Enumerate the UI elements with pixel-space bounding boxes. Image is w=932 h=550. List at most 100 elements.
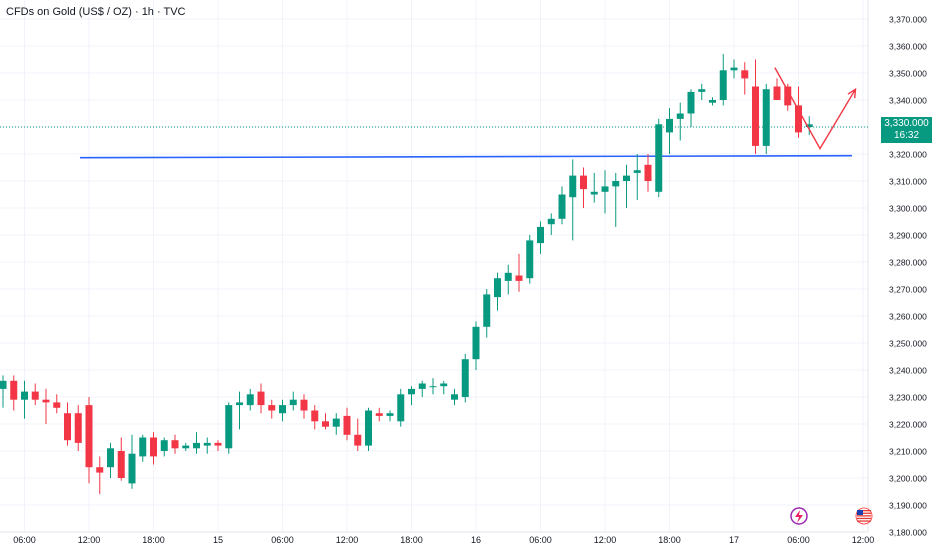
x-tick-label: 06:00 [529,535,552,545]
candle-body [332,418,340,427]
candle-body [279,405,286,414]
x-tick-label: 06:00 [13,535,36,545]
last-price-tag: 3,330.000 16:32 [881,117,932,143]
y-tick-label: 3,290.000 [889,231,927,241]
candle-body [418,383,426,389]
candle-body [171,440,179,449]
candle-body [31,391,39,400]
candle-body [612,181,620,187]
candle-body [386,413,394,416]
support-line[interactable] [79,154,853,159]
y-tick-label: 3,370.000 [889,15,927,25]
candle-body [268,405,276,411]
chart-title: CFDs on Gold (US$ / OZ) · 1h · TVC [6,6,186,18]
candle-body [569,175,577,198]
projection-arrowhead [847,87,857,99]
candle-body [666,118,673,133]
candle-body [21,391,28,400]
candle-body [343,415,351,435]
x-tick-label: 18:00 [658,535,681,545]
candle-body [558,194,566,219]
candle-body [709,100,716,103]
us-flag-event-icon[interactable] [855,507,873,525]
y-tick-label: 3,300.000 [889,204,927,214]
candle-body [644,164,652,181]
x-tick-label: 18:00 [400,535,423,545]
candle-body [730,67,738,71]
candle-body [698,89,706,92]
candle-body [601,186,609,192]
y-tick-label: 3,360.000 [889,42,927,52]
candle-body [85,405,93,468]
y-tick-label: 3,230.000 [889,393,927,403]
bar-countdown: 16:32 [893,130,920,141]
x-tick-label: 12:00 [852,535,875,545]
x-tick-label: 12:00 [594,535,617,545]
candle-body [762,89,770,146]
y-tick-label: 3,350.000 [889,69,927,79]
lightning-event-icon[interactable] [790,507,808,525]
candle-body [311,410,319,422]
candle-body [676,113,684,119]
candle-body [741,70,749,79]
candle-body [117,451,125,478]
candle-body [203,442,211,446]
candle-body [150,437,157,457]
y-tick-label: 3,200.000 [889,474,927,484]
candle-body [246,394,254,406]
y-tick-label: 3,190.000 [889,501,927,511]
y-tick-label: 3,320.000 [889,150,927,160]
candle-body [236,402,243,406]
candle-body [53,402,61,408]
candle-body [322,421,329,427]
last-price-value: 3,330.000 [884,118,929,129]
x-tick-label: 06:00 [271,535,294,545]
candle-body [375,413,383,416]
y-tick-label: 3,250.000 [889,339,927,349]
candle-body [64,413,71,441]
candle-body [440,383,448,387]
candle-body [451,394,458,400]
candle-body [10,380,18,400]
candle-body [397,394,405,422]
candle-body [504,272,512,281]
candle-body [225,405,233,449]
candle-body [547,218,555,225]
x-tick-label: 15 [213,535,223,545]
candle-body [74,413,82,443]
candle-body [42,399,50,403]
candle-body [784,86,792,106]
candle-body [590,191,598,195]
candle-body [633,170,641,173]
candle-body [160,440,168,451]
candle-body [354,434,362,446]
candle-body [128,453,136,484]
x-tick-label: 18:00 [142,535,165,545]
candle-body [107,448,114,468]
candle-body [461,359,469,397]
candle-body [687,91,695,114]
candle-body [537,226,544,244]
candle-body [494,278,501,298]
x-tick-label: 12:00 [78,535,101,545]
y-tick-label: 3,220.000 [889,420,927,430]
candle-body [623,175,630,181]
candle-body [408,388,415,395]
candle-body [655,124,663,192]
y-tick-label: 3,260.000 [889,312,927,322]
y-tick-label: 3,340.000 [889,96,927,106]
candle-body [752,86,759,146]
y-tick-label: 3,240.000 [889,366,927,376]
x-tick-label: 17 [729,535,739,545]
candle-body [472,326,480,360]
projection-path[interactable] [774,67,857,151]
x-tick-label: 12:00 [336,535,359,545]
y-tick-label: 3,270.000 [889,285,927,295]
y-tick-label: 3,210.000 [889,447,927,457]
candle-body [96,467,104,473]
candle-body [805,124,813,127]
x-tick-label: 06:00 [787,535,810,545]
candle-body [483,294,491,327]
